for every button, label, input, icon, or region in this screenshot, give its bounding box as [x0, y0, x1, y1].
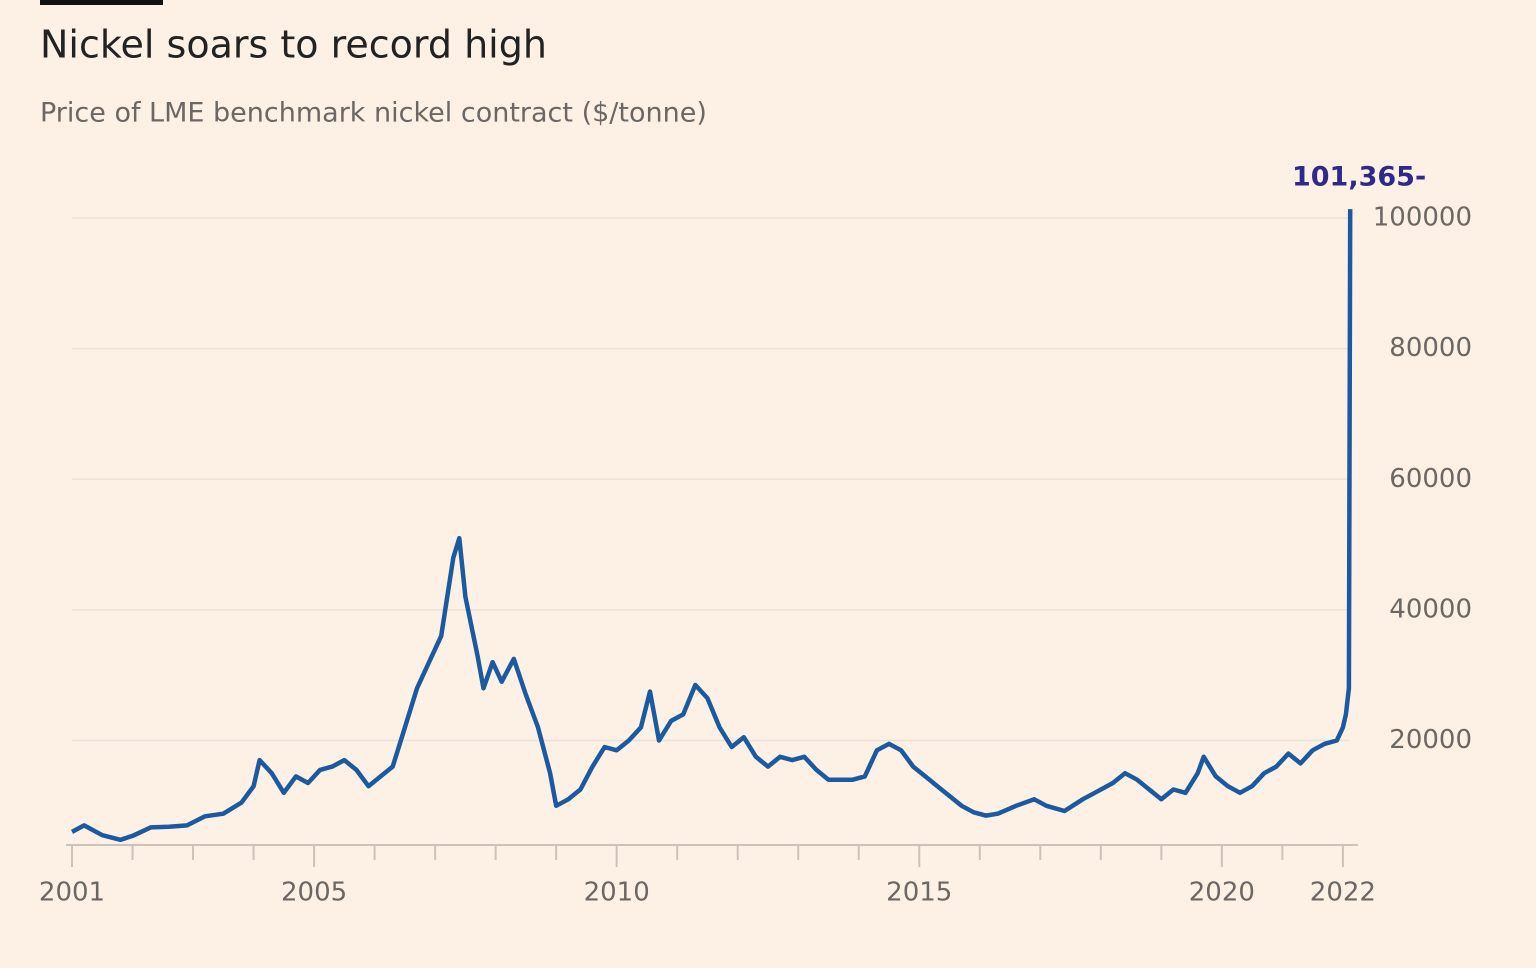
header-bar	[40, 0, 163, 5]
y-tick-label: 80000	[1389, 333, 1472, 363]
chart-title: Nickel soars to record high	[40, 23, 547, 67]
annotation: 101,365-	[1292, 162, 1426, 193]
y-tick-label: 60000	[1389, 464, 1472, 494]
x-tick-label: 2001	[39, 878, 105, 908]
y-tick-label: 40000	[1389, 594, 1472, 624]
x-tick-label: 2022	[1310, 878, 1376, 908]
line	[70, 209, 1353, 843]
chart-subtitle: Price of LME benchmark nickel contract (…	[40, 98, 707, 129]
x-tick-label: 2015	[886, 878, 952, 908]
y-tick-label: 100000	[1373, 203, 1472, 233]
x-tick-label: 2020	[1189, 878, 1255, 908]
x-tick-label: 2005	[281, 878, 347, 908]
x-tick-label: 2010	[584, 878, 650, 908]
y-tick-label: 20000	[1389, 725, 1472, 755]
